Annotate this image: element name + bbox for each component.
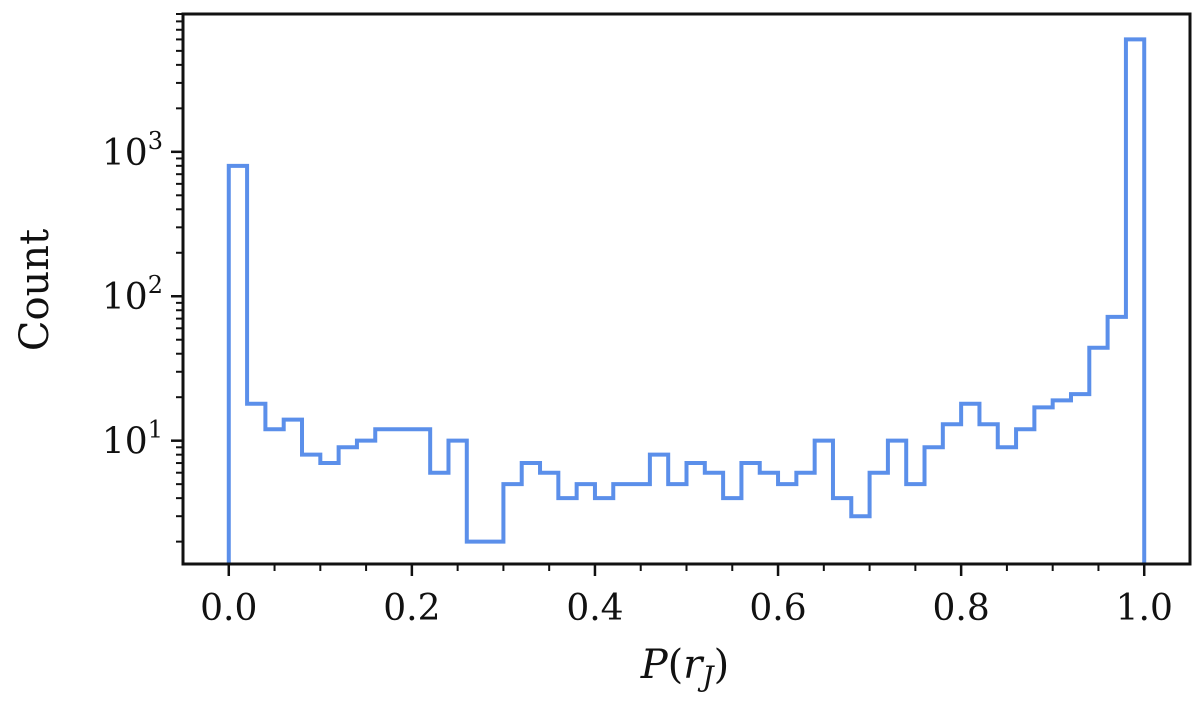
x-axis-label-open: ( [668,642,684,688]
histogram-bin [265,429,283,564]
histogram-bin [961,404,979,564]
histogram-bin [760,473,778,564]
histogram-bin [705,473,723,564]
histogram-bin [577,484,595,564]
histogram-bin [412,429,430,564]
histogram-bin [796,473,814,564]
x-axis-label-sub: J [697,660,715,693]
x-tick-label: 0.2 [383,588,440,629]
histogram-bin [375,429,393,564]
histogram-bin [448,441,466,564]
histogram-bin [815,441,833,564]
histogram-bin [998,447,1016,564]
histogram-bin [1071,394,1089,564]
y-tick-label: 102 [102,271,163,318]
histogram-bin [1016,429,1034,564]
histogram-bin [503,484,521,564]
x-tick-label: 0.4 [566,588,623,629]
histogram-bin [1108,317,1126,564]
histogram-bin [284,420,302,564]
histogram-bin [357,441,375,564]
histogram-bin [851,516,869,564]
histogram-bin [302,455,320,564]
histogram-step-line [226,37,1147,564]
y-tick-label: 101 [102,416,163,463]
histogram-bin [632,484,650,564]
histogram-bin [1126,39,1144,564]
histogram-bin [558,498,576,564]
histogram-bin [430,473,448,564]
plot-area [181,12,1192,566]
histogram-bin [613,484,631,564]
x-tick-label: 0.6 [749,588,806,629]
histogram-bin [723,498,741,564]
histogram-bin [888,441,906,564]
histogram-bin [522,463,540,564]
histogram-bin [320,463,338,564]
x-axis: 0.0 0.2 0.4 0.6 0.8 1.0 [200,564,1173,629]
histogram-bin [1034,407,1052,564]
x-axis-label-main: P [640,642,669,688]
histogram-bin [870,473,888,564]
histogram-bin [485,542,503,564]
histogram-bin [1089,348,1107,564]
histogram-bin [394,429,412,564]
histogram-bin [339,447,357,564]
histogram-bin [687,463,705,564]
histogram-bin [833,498,851,564]
x-axis-label-var: r [683,642,705,688]
histogram-bin [467,542,485,564]
y-axis-label: Count [12,229,58,351]
histogram-bin [650,455,668,564]
histogram-bin [247,404,265,564]
x-axis-label: P(rJ) [640,642,730,693]
x-axis-label-close: ) [714,642,730,688]
histogram-bin [540,473,558,564]
histogram-bin [906,484,924,564]
histogram-bin [943,424,961,564]
histogram-bin [925,447,943,564]
histogram-bin [778,484,796,564]
x-tick-label: 1.0 [1116,588,1173,629]
x-tick-label: 0.0 [200,588,257,629]
histogram-bin [979,424,997,564]
histogram-bin [668,484,686,564]
y-axis: 101 102 103 [102,13,183,543]
histogram-bin [595,498,613,564]
histogram-bin [229,166,247,564]
y-tick-label: 103 [102,127,163,174]
histogram-bin [741,463,759,564]
x-tick-label: 0.8 [933,588,990,629]
histogram-bin [1053,400,1071,564]
